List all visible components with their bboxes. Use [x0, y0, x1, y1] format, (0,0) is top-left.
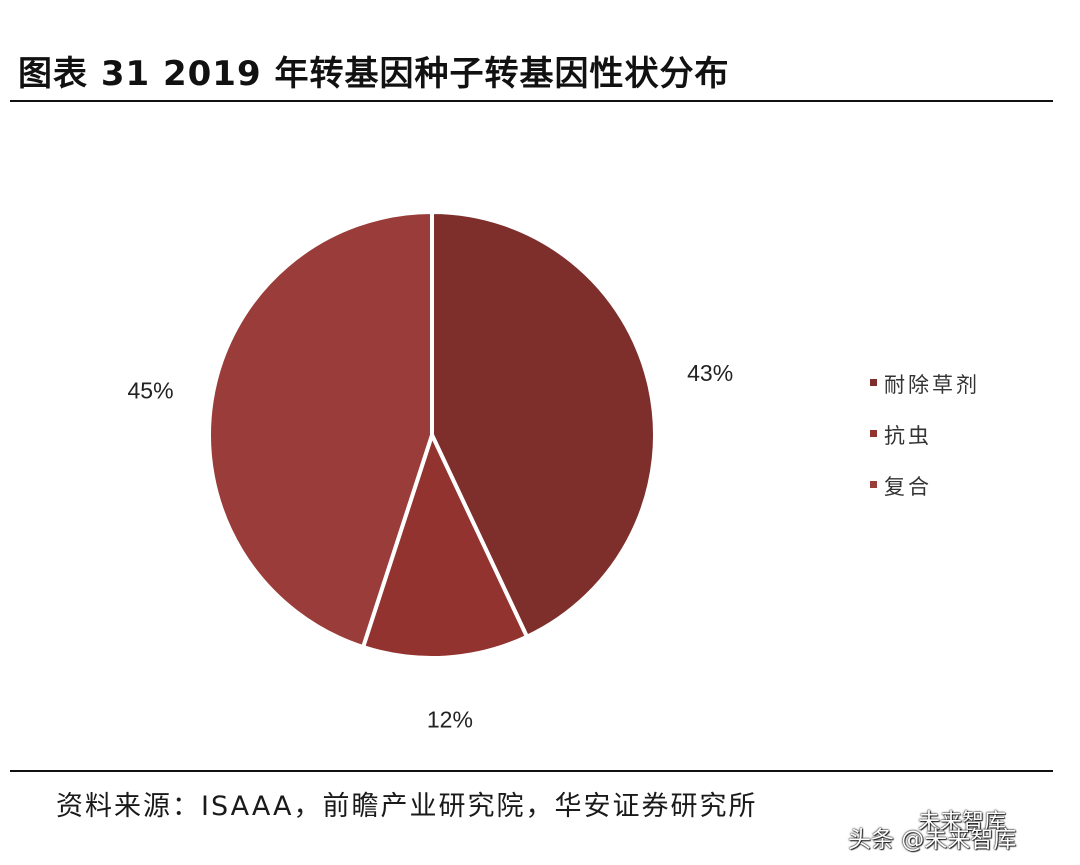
legend-label-2: 抗虫 — [884, 424, 932, 448]
slice-label-2: 12% — [427, 706, 473, 732]
legend-label-3: 复合 — [884, 475, 932, 499]
pie-slice-3 — [207, 210, 434, 650]
slice-label-3: 45% — [127, 377, 173, 403]
legend-label-1: 耐除草剂 — [884, 373, 980, 397]
pie-slice-1 — [430, 210, 657, 639]
legend-swatch-2 — [870, 430, 877, 437]
pie-slice-2 — [361, 433, 529, 660]
pie-labels: 43% 12% 45% — [127, 360, 733, 733]
watermark-handle: 头条 @未来智库 — [848, 827, 1017, 853]
slice-label-1: 43% — [687, 360, 733, 386]
chart-title: 图表 31 2019 年转基因种子转基因性状分布 — [18, 54, 730, 94]
title-rule — [10, 100, 1053, 102]
legend-swatch-1 — [870, 379, 877, 386]
legend-swatch-3 — [870, 481, 877, 488]
footer-rule — [10, 770, 1053, 772]
source-note: 资料来源：ISAAA，前瞻产业研究院，华安证券研究所 — [56, 791, 758, 822]
watermark-logo-text: 未来智库 — [918, 810, 1007, 835]
pie-slices — [207, 210, 657, 660]
